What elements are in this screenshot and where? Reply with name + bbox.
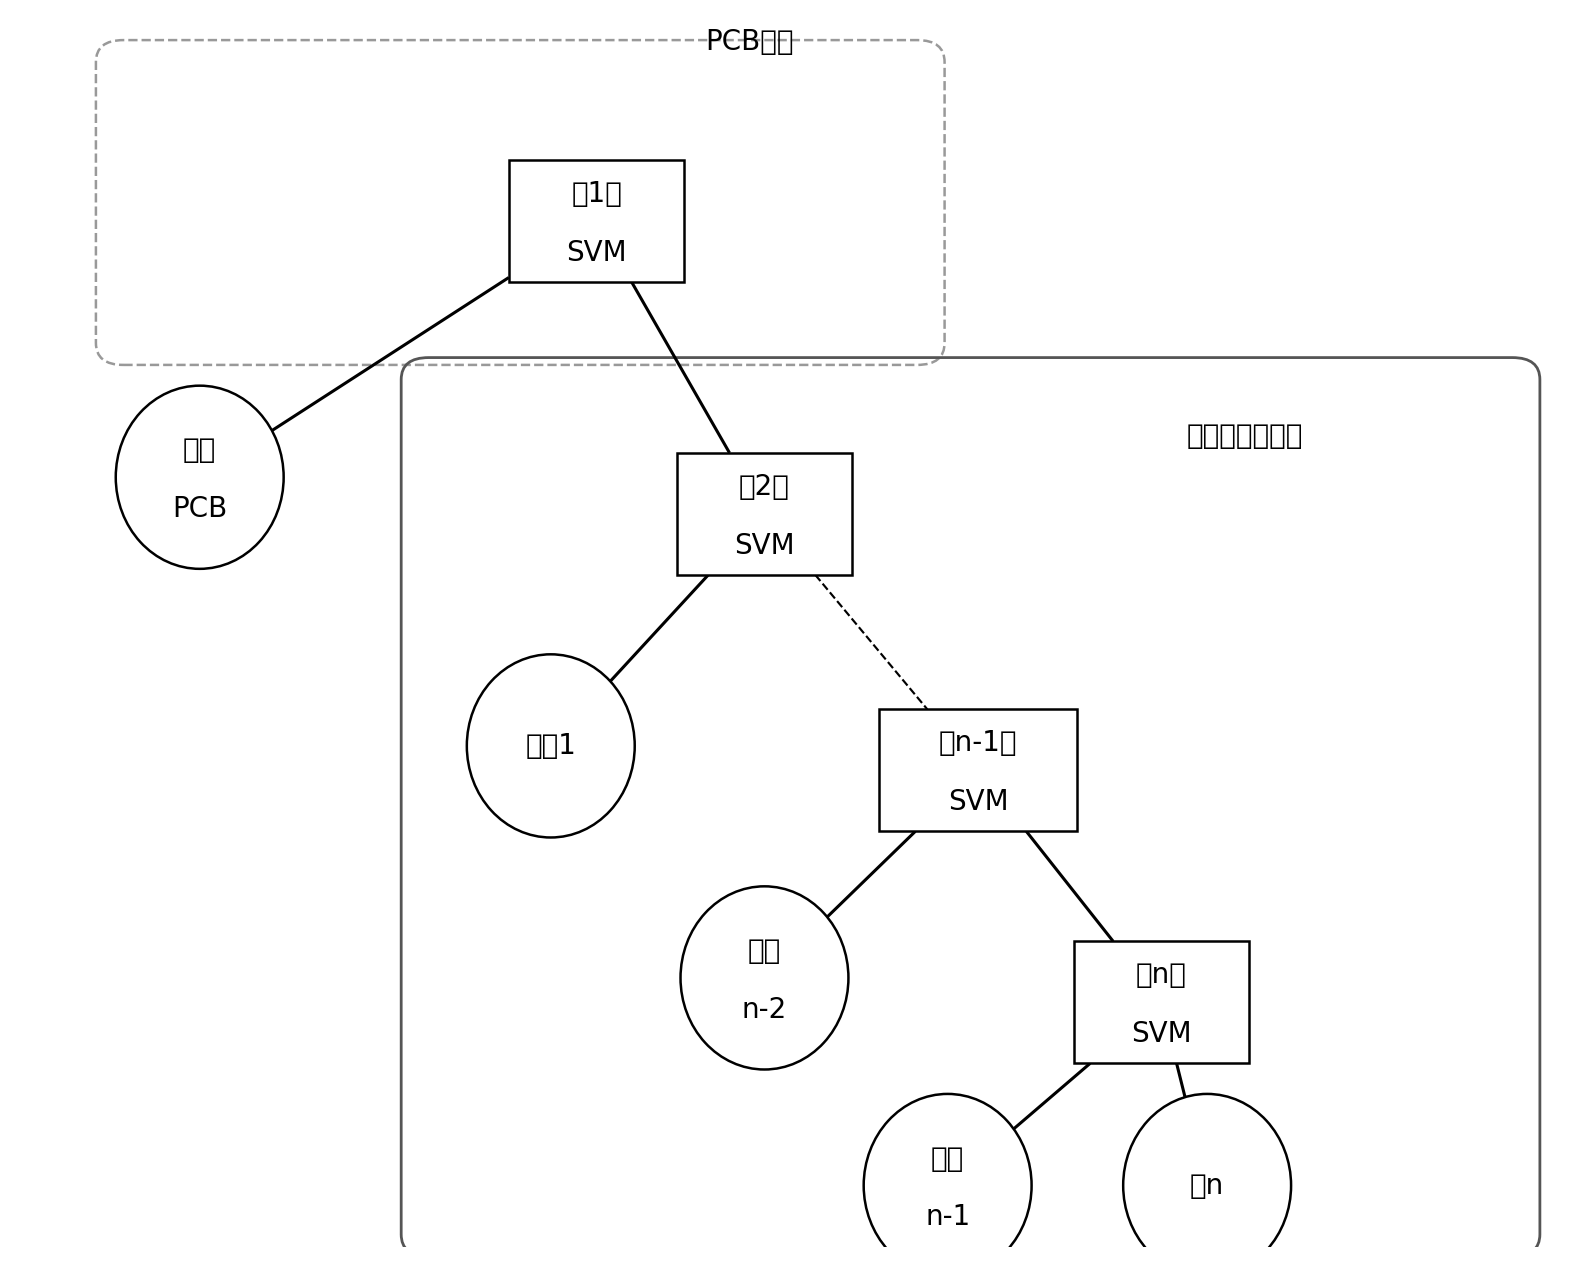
Text: ㅦ1级: ㅦ1级 (571, 179, 622, 207)
Ellipse shape (116, 385, 283, 569)
Text: n-2: n-2 (743, 996, 787, 1024)
FancyBboxPatch shape (879, 710, 1078, 832)
FancyBboxPatch shape (509, 160, 684, 282)
Text: n-1: n-1 (925, 1203, 970, 1231)
Ellipse shape (467, 654, 634, 837)
Text: PCB: PCB (172, 495, 227, 523)
Text: PCB分类: PCB分类 (704, 28, 793, 56)
FancyBboxPatch shape (1073, 941, 1250, 1063)
Text: ㅦ2级: ㅦ2级 (739, 473, 790, 501)
Ellipse shape (1123, 1094, 1291, 1272)
Text: SVM: SVM (735, 532, 795, 560)
Text: 缺n: 缺n (1189, 1172, 1224, 1199)
Text: 第n-1级: 第n-1级 (940, 729, 1018, 757)
FancyBboxPatch shape (677, 453, 852, 575)
Text: SVM: SVM (948, 789, 1008, 817)
Ellipse shape (681, 887, 849, 1070)
Ellipse shape (863, 1094, 1032, 1272)
Text: 缺陷: 缺陷 (747, 937, 781, 965)
Text: 元器件缺陷检测: 元器件缺陷检测 (1188, 422, 1304, 450)
Text: 缺阸1: 缺阸1 (525, 731, 576, 759)
Text: SVM: SVM (566, 239, 626, 267)
Text: 正常: 正常 (183, 436, 216, 464)
Text: 第n级: 第n级 (1135, 962, 1186, 990)
Text: 缺陷: 缺陷 (932, 1145, 964, 1173)
Text: SVM: SVM (1130, 1020, 1191, 1048)
